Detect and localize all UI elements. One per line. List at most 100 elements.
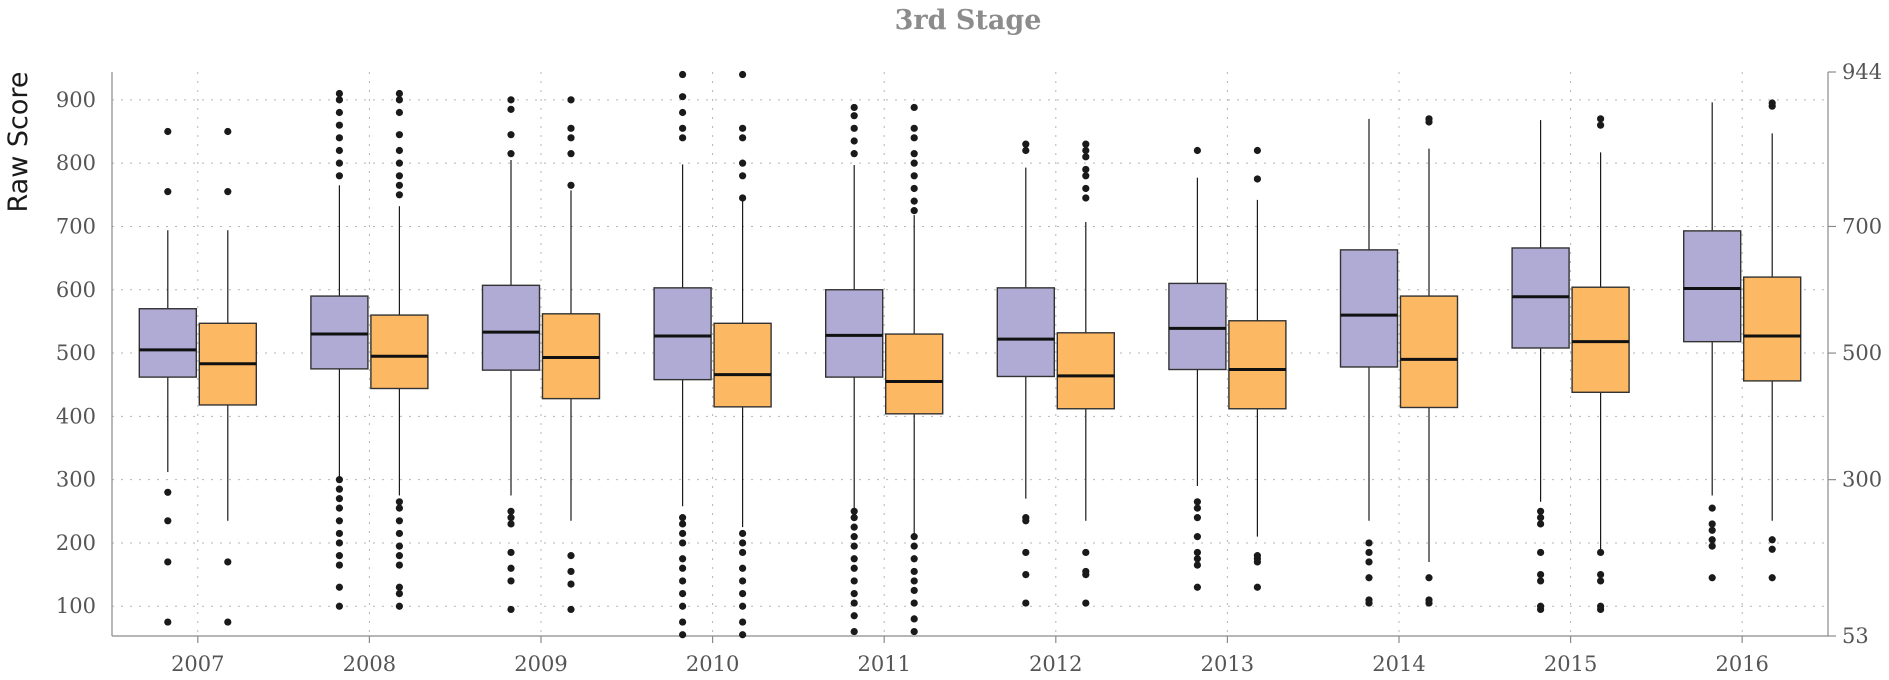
- outlier-point: [910, 567, 918, 576]
- outlier-point: [739, 539, 747, 547]
- right-tick-label: 500: [1842, 341, 1882, 365]
- outlier-point: [1082, 567, 1090, 576]
- outlier-point: [739, 194, 747, 202]
- outlier-point: [739, 589, 747, 598]
- iqr-box: [1571, 286, 1630, 393]
- outlier-point: [567, 150, 575, 158]
- outlier-point: [910, 555, 918, 563]
- x-tick-label: 2015: [1544, 652, 1597, 676]
- outlier-point: [1537, 548, 1545, 557]
- box-2016-series-1: [1682, 102, 1742, 582]
- outlier-point: [910, 103, 918, 112]
- outlier-point: [679, 514, 687, 522]
- outlier-point: [850, 577, 858, 585]
- boxes-layer: [138, 70, 1802, 639]
- outlier-point: [679, 577, 687, 585]
- outlier-point: [739, 70, 747, 79]
- outlier-point: [567, 96, 575, 104]
- outlier-point: [1425, 574, 1433, 582]
- outlier-point: [1597, 548, 1605, 557]
- outlier-point: [679, 529, 687, 538]
- outlier-point: [739, 577, 747, 585]
- y-tick-label: 900: [56, 88, 96, 112]
- outlier-point: [507, 605, 515, 614]
- outlier-point: [739, 124, 747, 132]
- y-tick-label: 300: [56, 468, 96, 492]
- outlier-point: [567, 567, 575, 576]
- outlier-point: [335, 495, 343, 503]
- y-tick-label: 200: [56, 531, 96, 555]
- y-tick-label: 500: [56, 341, 96, 365]
- outlier-point: [1365, 574, 1373, 582]
- outlier-point: [1082, 184, 1090, 193]
- outlier-point: [910, 197, 918, 205]
- outlier-point: [1253, 146, 1261, 155]
- outlier-point: [1193, 533, 1201, 541]
- outlier-point: [567, 134, 575, 142]
- outlier-point: [335, 159, 343, 167]
- box-2014-series-1: [1339, 118, 1399, 607]
- box-2012-series-1: [996, 140, 1055, 607]
- outlier-point: [567, 181, 575, 189]
- outlier-point: [1708, 542, 1716, 550]
- outlier-point: [850, 103, 858, 112]
- outlier-point: [679, 70, 687, 79]
- outlier-point: [164, 618, 172, 626]
- outlier-point: [850, 542, 858, 550]
- outlier-point: [395, 552, 403, 560]
- outlier-point: [1365, 558, 1373, 566]
- iqr-box: [653, 287, 712, 381]
- outlier-point: [1537, 507, 1545, 515]
- box-2009-series-2: [541, 96, 601, 614]
- outlier-point: [910, 172, 918, 180]
- box-2007-series-1: [138, 127, 198, 626]
- outlier-point: [335, 108, 343, 117]
- outlier-point: [850, 112, 858, 120]
- outlier-point: [395, 602, 403, 610]
- outlier-point: [1708, 520, 1716, 528]
- outlier-point: [1537, 514, 1545, 522]
- box-2008-series-1: [310, 89, 369, 610]
- x-tick-label: 2010: [686, 652, 739, 676]
- outlier-point: [1022, 514, 1030, 522]
- box-2012-series-2: [1056, 140, 1116, 607]
- outlier-point: [1365, 539, 1373, 547]
- outlier-point: [850, 137, 858, 145]
- outlier-point: [739, 134, 747, 142]
- outlier-point: [567, 605, 575, 614]
- outlier-point: [910, 533, 918, 541]
- outlier-point: [335, 561, 343, 569]
- outlier-point: [164, 517, 172, 525]
- box-2008-series-2: [370, 89, 429, 610]
- outlier-point: [910, 159, 918, 167]
- outlier-point: [850, 124, 858, 132]
- outlier-point: [224, 188, 232, 196]
- outlier-point: [395, 529, 403, 538]
- outlier-point: [739, 602, 747, 610]
- outlier-point: [395, 504, 403, 512]
- outlier-point: [335, 517, 343, 525]
- outlier-point: [507, 105, 515, 113]
- outlier-point: [679, 520, 687, 528]
- outlier-point: [567, 580, 575, 588]
- outlier-point: [1193, 498, 1201, 506]
- box-2010-series-1: [653, 70, 712, 639]
- outlier-point: [224, 618, 232, 626]
- outlier-point: [1082, 599, 1090, 607]
- outlier-point: [1022, 548, 1030, 557]
- outlier-point: [224, 558, 232, 566]
- outlier-point: [395, 131, 403, 139]
- grid-layer: [112, 72, 1828, 636]
- outlier-point: [739, 172, 747, 180]
- outlier-point: [679, 631, 687, 639]
- outlier-point: [1708, 574, 1716, 582]
- outlier-point: [679, 564, 687, 572]
- outlier-point: [335, 602, 343, 610]
- outlier-point: [164, 558, 172, 566]
- outlier-point: [1597, 570, 1605, 579]
- outlier-point: [1768, 545, 1776, 553]
- outlier-point: [679, 618, 687, 626]
- outlier-point: [507, 548, 515, 557]
- outlier-point: [395, 561, 403, 569]
- outlier-point: [395, 89, 403, 98]
